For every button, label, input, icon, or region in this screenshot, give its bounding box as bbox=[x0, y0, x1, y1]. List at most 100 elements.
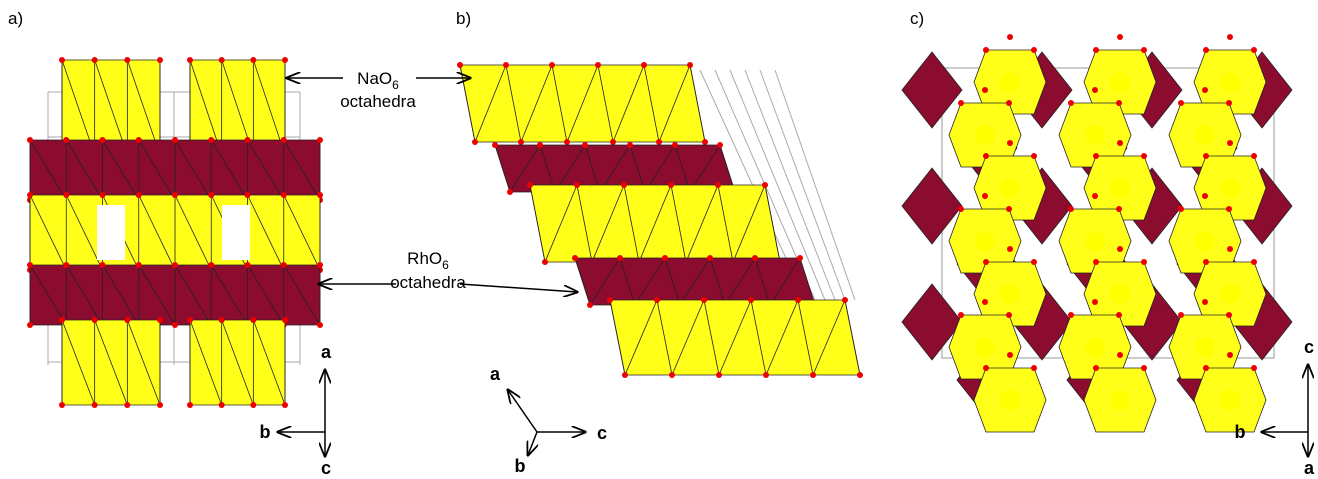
oxygen-atom bbox=[157, 402, 163, 408]
oxygen-atom bbox=[1227, 246, 1233, 252]
oxygen-atom bbox=[1031, 47, 1037, 53]
formula: NaO bbox=[357, 69, 392, 88]
oxygen-atom bbox=[317, 322, 323, 328]
na-atom bbox=[1220, 178, 1240, 198]
axis-label: a bbox=[490, 364, 501, 384]
oxygen-atom bbox=[100, 192, 106, 198]
oxygen-atom bbox=[983, 47, 989, 53]
oxygen-atom bbox=[672, 142, 678, 148]
oxygen-atom bbox=[1227, 140, 1233, 146]
oxygen-atom bbox=[1068, 100, 1074, 106]
oxygen-atom bbox=[549, 62, 555, 68]
oxygen-atom bbox=[157, 57, 163, 63]
oxygen-atom bbox=[281, 192, 287, 198]
axis-label: c bbox=[321, 458, 331, 478]
oxygen-atom bbox=[187, 57, 193, 63]
subscript: 6 bbox=[442, 258, 449, 272]
oxygen-atom bbox=[1227, 34, 1233, 40]
oxygen-atom bbox=[124, 402, 130, 408]
oxygen-atom bbox=[136, 192, 142, 198]
oxygen-atom bbox=[219, 57, 225, 63]
oxygen-atom bbox=[518, 139, 524, 145]
oxygen-atom bbox=[507, 189, 513, 195]
oxygen-atom bbox=[1251, 365, 1257, 371]
panel-label: b) bbox=[456, 9, 471, 28]
oxygen-atom bbox=[317, 137, 323, 143]
oxygen-atom bbox=[59, 57, 65, 63]
oxygen-atom bbox=[1203, 259, 1209, 265]
gap bbox=[222, 205, 250, 260]
oxygen-atom bbox=[1006, 100, 1012, 106]
subscript: 6 bbox=[392, 78, 399, 92]
oxygen-atom bbox=[1202, 299, 1208, 305]
oxygen-atom bbox=[157, 317, 163, 323]
oxygen-atom bbox=[1141, 47, 1147, 53]
rh-octahedron bbox=[902, 52, 962, 128]
axis-arrow bbox=[528, 432, 537, 455]
oxygen-atom bbox=[669, 372, 675, 378]
oxygen-atom bbox=[982, 299, 988, 305]
oxygen-atom bbox=[1178, 206, 1184, 212]
oxygen-atom bbox=[1093, 153, 1099, 159]
oxygen-atom bbox=[317, 262, 323, 268]
formula: RhO bbox=[407, 249, 442, 268]
oxygen-atom bbox=[1116, 206, 1122, 212]
na-atom bbox=[1220, 390, 1240, 410]
oxygen-atom bbox=[717, 142, 723, 148]
oxygen-atom bbox=[282, 402, 288, 408]
oxygen-atom bbox=[250, 317, 256, 323]
oxygen-atom bbox=[1006, 206, 1012, 212]
oxygen-atom bbox=[492, 142, 498, 148]
oxygen-atom bbox=[1007, 352, 1013, 358]
na-atom bbox=[1000, 178, 1020, 198]
oxygen-atom bbox=[1203, 47, 1209, 53]
oxygen-atom bbox=[219, 402, 225, 408]
oxygen-atom bbox=[1093, 365, 1099, 371]
oxygen-atom bbox=[59, 402, 65, 408]
oxygen-atom bbox=[752, 255, 758, 261]
oxygen-atom bbox=[1006, 312, 1012, 318]
oxygen-atom bbox=[1202, 193, 1208, 199]
oxygen-atom bbox=[587, 302, 593, 308]
oxygen-atom bbox=[958, 312, 964, 318]
oxygen-atom bbox=[1251, 259, 1257, 265]
axis-label: b bbox=[515, 456, 526, 476]
oxygen-atom bbox=[1031, 153, 1037, 159]
oxygen-atom bbox=[27, 192, 33, 198]
oxygen-atom bbox=[187, 402, 193, 408]
figure: a) b) c) NaO6 octahedra RhO6 octahedra a… bbox=[0, 0, 1318, 479]
oxygen-atom bbox=[172, 262, 178, 268]
oxygen-atom bbox=[172, 322, 178, 328]
oxygen-atom bbox=[63, 262, 69, 268]
na-atom bbox=[1110, 72, 1130, 92]
oxygen-atom bbox=[842, 297, 848, 303]
na-atom bbox=[1085, 337, 1105, 357]
oxygen-atom bbox=[537, 142, 543, 148]
oxygen-atom bbox=[707, 255, 713, 261]
oxygen-atom bbox=[763, 372, 769, 378]
oxygen-atom bbox=[250, 57, 256, 63]
oxygen-atom bbox=[208, 262, 214, 268]
oxygen-atom bbox=[63, 137, 69, 143]
oxygen-atom bbox=[27, 137, 33, 143]
oxygen-atom bbox=[124, 317, 130, 323]
oxygen-atom bbox=[527, 182, 533, 188]
oxygen-atom bbox=[245, 192, 251, 198]
oxygen-atom bbox=[92, 317, 98, 323]
oxygen-atom bbox=[245, 137, 251, 143]
na-atom bbox=[1110, 284, 1130, 304]
oxygen-atom bbox=[595, 62, 601, 68]
oxygen-atom bbox=[574, 182, 580, 188]
oxygen-atom bbox=[627, 142, 633, 148]
oxygen-atom bbox=[983, 365, 989, 371]
oxygen-atom bbox=[662, 255, 668, 261]
oxygen-atom bbox=[1141, 153, 1147, 159]
oxygen-atom bbox=[136, 137, 142, 143]
oxygen-atom bbox=[1116, 312, 1122, 318]
axis-label: b bbox=[260, 422, 271, 442]
oxygen-atom bbox=[1251, 153, 1257, 159]
oxygen-atom bbox=[621, 182, 627, 188]
oxygen-atom bbox=[92, 402, 98, 408]
oxygen-atom bbox=[27, 322, 33, 328]
oxygen-atom bbox=[187, 317, 193, 323]
